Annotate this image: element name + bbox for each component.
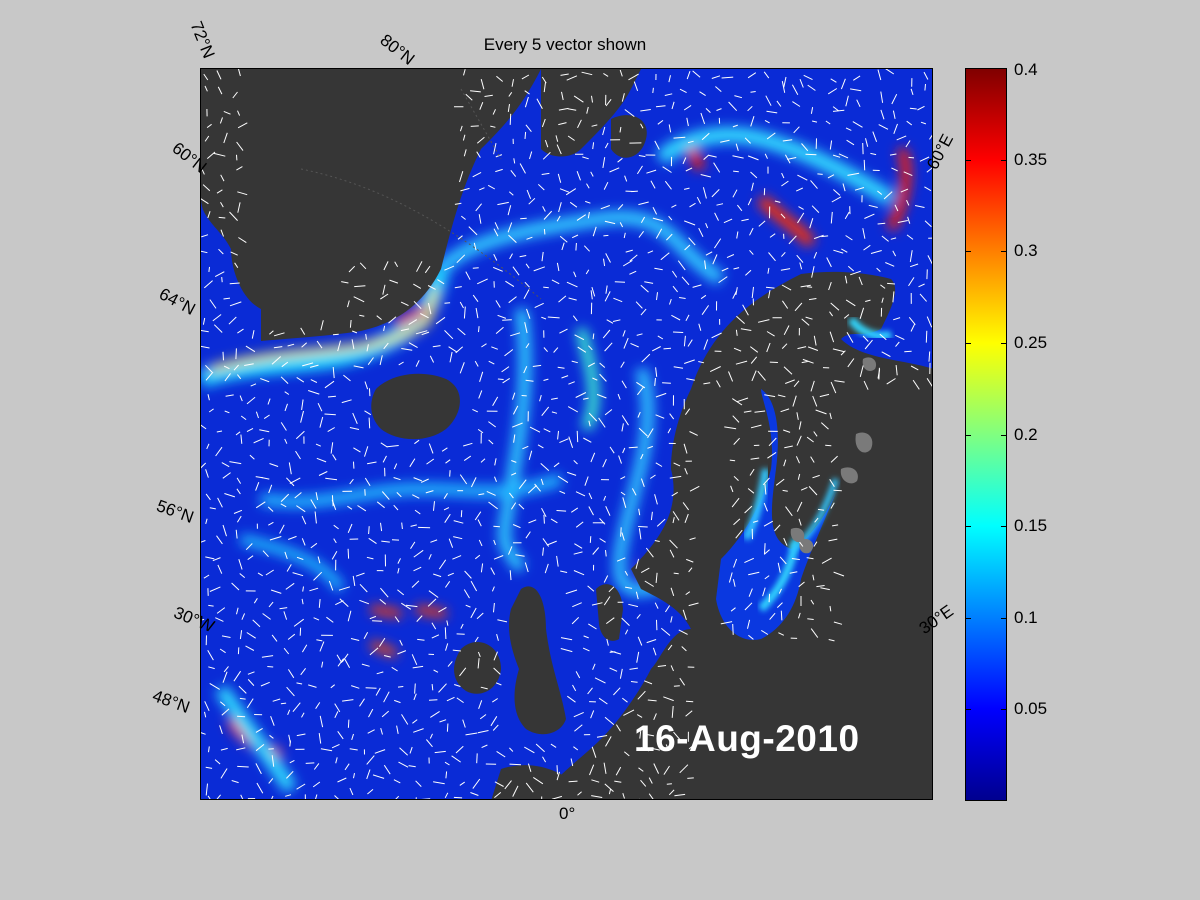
grid-label-0: 0° bbox=[559, 804, 576, 823]
plot-title: Every 5 vector shown bbox=[483, 35, 647, 54]
colorbar-tick-mark bbox=[965, 617, 971, 619]
colorbar bbox=[965, 68, 1007, 801]
velocity-vectors bbox=[201, 69, 932, 799]
grid-label-56n: 56°N bbox=[154, 496, 197, 527]
grid-label-64n: 64°N bbox=[155, 284, 199, 319]
colorbar-tick-label: 0.15 bbox=[1014, 516, 1048, 536]
colorbar-tick-mark bbox=[1001, 159, 1007, 161]
iceland bbox=[371, 373, 460, 440]
arctic-land bbox=[541, 69, 641, 157]
colorbar-tick-mark bbox=[1001, 342, 1007, 344]
scandinavia-eurasia bbox=[542, 271, 932, 799]
colorbar-tick-mark bbox=[965, 342, 971, 344]
colorbar-tick-mark bbox=[1001, 434, 1007, 436]
baltic-waters bbox=[716, 316, 893, 640]
colorbar-tick-label: 0.4 bbox=[1014, 60, 1038, 79]
grid-label-72n: 72°N bbox=[186, 18, 219, 61]
colorbar-tick-mark bbox=[1001, 709, 1007, 711]
colorbar-tick-mark bbox=[965, 251, 971, 253]
colorbar-tick-label: 0.1 bbox=[1014, 607, 1038, 627]
colorbar-tick-mark bbox=[965, 159, 971, 161]
great-britain bbox=[508, 586, 566, 735]
colorbar-tick-label: 0.2 bbox=[1014, 424, 1038, 444]
lakes bbox=[790, 357, 877, 554]
map-canvas bbox=[201, 69, 932, 799]
ireland bbox=[454, 641, 501, 694]
colorbar-tick-mark bbox=[1001, 68, 1007, 69]
colorbar-tick-label: 0.35 bbox=[1014, 149, 1048, 169]
jutland bbox=[596, 584, 623, 641]
colorbar-tick-mark bbox=[965, 434, 971, 436]
colorbar-tick-mark bbox=[965, 709, 971, 711]
svalbard bbox=[611, 115, 647, 158]
colorbar-tick-mark bbox=[1001, 617, 1007, 619]
colorbar-tick-label: 0.3 bbox=[1014, 241, 1038, 261]
greenland bbox=[201, 69, 541, 341]
colorbar-tick-mark bbox=[1001, 526, 1007, 528]
land-masses bbox=[201, 69, 932, 799]
colorbar-tick-label: 0.05 bbox=[1014, 699, 1048, 719]
colorbar-tick-mark bbox=[965, 526, 971, 528]
grid-label-48n: 48°N bbox=[150, 686, 193, 717]
colorbar-tick-mark bbox=[1001, 251, 1007, 253]
map-panel bbox=[200, 68, 933, 800]
graticule bbox=[300, 88, 542, 300]
date-stamp: 16-Aug-2010 bbox=[634, 718, 860, 759]
colorbar-tick-label: 0.25 bbox=[1014, 332, 1048, 352]
colorbar-tick-mark bbox=[965, 68, 971, 69]
